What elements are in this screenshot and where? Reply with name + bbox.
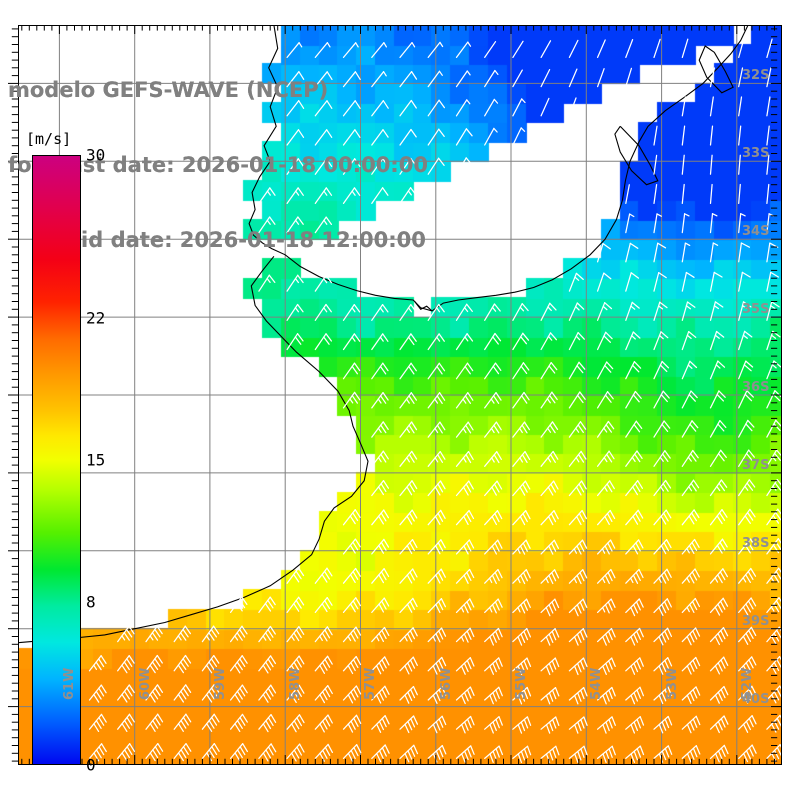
lat-label-38S: 38S <box>742 535 770 551</box>
lon-label-59W: 59W <box>212 667 228 700</box>
lat-label-40S: 40S <box>742 691 770 707</box>
valid-date-line: valid date: 2026-01-18 12:00:00 <box>46 228 426 252</box>
colorbar-tick-30: 30 <box>86 145 106 165</box>
wind-barb-field <box>32 38 782 764</box>
lat-label-34S: 34S <box>742 224 770 240</box>
lat-lon-gridlines <box>18 25 782 765</box>
lon-label-55W: 55W <box>514 667 530 700</box>
map-plot-area[interactable] <box>18 25 782 765</box>
coastline-overlay <box>18 25 749 644</box>
colorbar[interactable] <box>32 155 81 765</box>
colorbar-tick-15: 15 <box>86 450 106 470</box>
lon-label-56W: 56W <box>438 667 454 700</box>
colorbar-tick-22: 22 <box>86 308 106 328</box>
colorbar-unit-label: [m/s] <box>26 130 72 148</box>
lon-label-61W: 61W <box>62 667 78 700</box>
lon-label-54W: 54W <box>589 667 605 700</box>
lat-label-37S: 37S <box>742 457 770 473</box>
title-block: modelo GEFS-WAVE (NCEP) forecast date: 2… <box>8 28 528 303</box>
lat-label-36S: 36S <box>742 380 770 395</box>
lon-label-53W: 53W <box>664 667 680 700</box>
lon-label-60W: 60W <box>137 667 153 700</box>
lat-label-35S: 35S <box>742 302 770 318</box>
model-title: modelo GEFS-WAVE (NCEP) <box>8 78 329 102</box>
lat-label-33S: 33S <box>742 146 770 162</box>
lat-label-32S: 32S <box>742 68 770 84</box>
colorbar-tick-0: 0 <box>86 755 96 775</box>
lon-label-58W: 58W <box>288 667 304 700</box>
lon-label-57W: 57W <box>363 667 379 700</box>
colorbar-tick-8: 8 <box>86 592 96 612</box>
lat-label-39S: 39S <box>742 613 770 629</box>
colorbar-gradient <box>32 155 81 765</box>
